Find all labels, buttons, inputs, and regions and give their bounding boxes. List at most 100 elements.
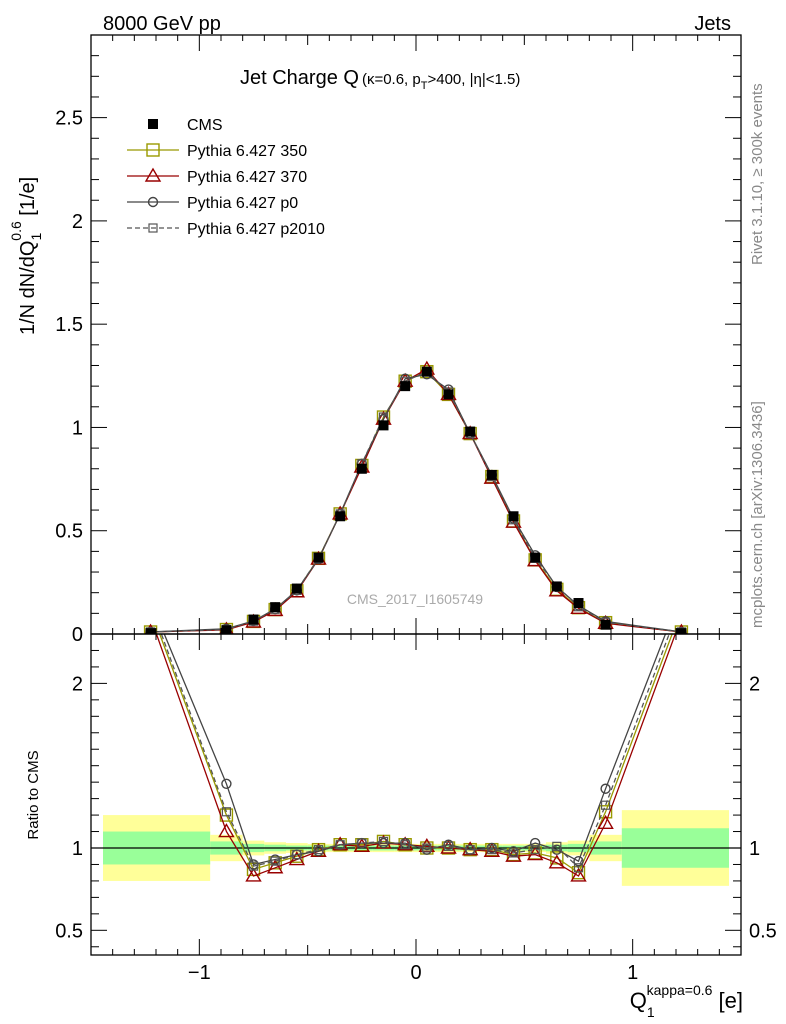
ratio-ytick-label: 1 — [72, 838, 83, 860]
legend-label: CMS — [187, 117, 223, 134]
xtick-label: 1 — [627, 962, 638, 984]
legend-label: Pythia 6.427 350 — [187, 143, 307, 160]
series-point-ratio — [378, 836, 389, 847]
series-point-ratio — [292, 849, 302, 860]
ratio-ytick-label: 0.5 — [55, 920, 83, 942]
ratio-frame — [90, 633, 742, 956]
data-point — [400, 381, 411, 392]
series-point-ratio — [313, 845, 324, 855]
data-point — [600, 619, 611, 630]
series-point-ratio — [443, 841, 454, 851]
main-y-label-post: [1/e] — [17, 177, 39, 221]
series-point-ratio — [248, 861, 259, 871]
main-y-label-sub: 1 — [28, 233, 44, 241]
ratio-ytick-label-right: 0.5 — [749, 920, 777, 942]
data-point — [530, 552, 541, 563]
main-y-label-pre: 1/N dN/dQ — [17, 241, 39, 335]
x-label-pre: Q — [630, 988, 647, 1013]
data-point — [573, 598, 584, 609]
main-panel-series — [143, 360, 689, 634]
series-point-ratio — [597, 814, 614, 830]
series-point-ratio — [530, 845, 540, 855]
series-point-ratio — [357, 838, 367, 848]
series-point-ratio — [270, 856, 280, 866]
header-right: Jets — [694, 13, 731, 35]
series-point-ratio — [570, 867, 587, 882]
series-point-ratio — [550, 851, 564, 865]
ratio-ytick-label-right: 1 — [749, 838, 760, 860]
x-label-sup: kappa=0.6 — [647, 982, 713, 998]
data-point — [465, 426, 476, 437]
data-point — [335, 511, 346, 522]
main-ytick-label: 1.5 — [55, 314, 83, 336]
legend-marker — [144, 167, 162, 182]
series-point-ratio — [465, 845, 475, 855]
main-y-axis-label: 1/N dN/dQ1 0.6 [1/e] — [8, 177, 44, 335]
data-point — [676, 628, 687, 634]
plot-title: Jet Charge Q (κ=0.6, pT>400, |η|<1.5) — [240, 67, 520, 92]
data-point — [356, 463, 367, 474]
legend-marker — [147, 196, 159, 208]
legend-label: Pythia 6.427 p2010 — [187, 221, 325, 238]
title-sub-sub: T — [421, 80, 428, 92]
xtick-label: 0 — [410, 962, 421, 984]
series-point-ratio — [508, 848, 519, 858]
series-point-ratio — [552, 841, 562, 851]
data-point — [421, 366, 432, 377]
x-axis-label: Q1 kappa=0.6 [e] — [630, 982, 743, 1020]
series-point-ratio — [529, 837, 541, 849]
title-sub-prefix: (κ=0.6, p — [362, 71, 421, 88]
series-point-ratio — [266, 859, 284, 874]
main-ytick-label: 2 — [72, 211, 83, 233]
series-point-ratio — [245, 867, 262, 882]
x-label-sub: 1 — [647, 1004, 655, 1020]
axis-ticks: 0 0.5 1 1.5 2 2.5 0.5 0.5 1 1 2 2 −1 0 1 — [55, 35, 777, 984]
legend-marker — [148, 119, 158, 129]
data-point — [486, 469, 497, 480]
header-left: 8000 GeV pp — [103, 13, 221, 35]
series-point-ratio — [335, 840, 345, 850]
data-point — [508, 511, 519, 522]
series-point-ratio — [487, 845, 497, 855]
data-point — [291, 583, 302, 594]
data-point — [443, 389, 454, 400]
data-point — [378, 420, 389, 431]
data-point — [248, 614, 259, 625]
data-point — [270, 602, 281, 613]
series-point-ratio — [600, 800, 611, 810]
ratio-uncertainty-bands — [91, 810, 741, 886]
mcplots-label: mcplots.cern.ch [arXiv:1306.3436] — [749, 401, 766, 628]
ratio-panel-series — [155, 634, 677, 882]
series-point-ratio — [600, 783, 611, 794]
ratio-ytick-label: 2 — [72, 673, 83, 695]
main-ytick-label: 0.5 — [55, 521, 83, 543]
xtick-label: −1 — [188, 962, 211, 984]
rivet-label: Rivet 3.1.10, ≥ 300k events — [749, 83, 766, 265]
x-label-post: [e] — [712, 988, 743, 1013]
ratio-y-axis-label: Ratio to CMS — [25, 750, 42, 839]
data-point — [313, 552, 324, 563]
series-point-ratio — [573, 863, 584, 873]
legend-marker — [146, 143, 160, 157]
main-ytick-label: 0 — [72, 624, 83, 646]
series-point-ratio — [548, 854, 566, 869]
series-point-ratio — [422, 843, 432, 853]
legend-label: Pythia 6.427 p0 — [187, 195, 298, 212]
main-ytick-label: 2.5 — [55, 108, 83, 130]
series-point-ratio — [598, 805, 613, 819]
main-ytick-label: 1 — [72, 417, 83, 439]
series-point-ratio — [221, 778, 232, 789]
data-point — [145, 628, 156, 634]
series-point-ratio — [400, 840, 410, 850]
series-point-ratio — [573, 855, 584, 867]
data-point — [551, 581, 562, 592]
main-y-label-sup: 0.6 — [8, 221, 24, 241]
series-point-ratio — [221, 807, 232, 817]
legend-label: Pythia 6.427 370 — [187, 169, 307, 186]
legend-marker — [148, 223, 158, 233]
legend: CMS Pythia 6.427 350 Pythia 6.427 370 Pythi… — [127, 117, 325, 238]
title-sub-suffix: >400, |η|<1.5) — [427, 71, 520, 88]
data-point — [221, 625, 232, 634]
title-main: Jet Charge Q — [240, 67, 359, 89]
